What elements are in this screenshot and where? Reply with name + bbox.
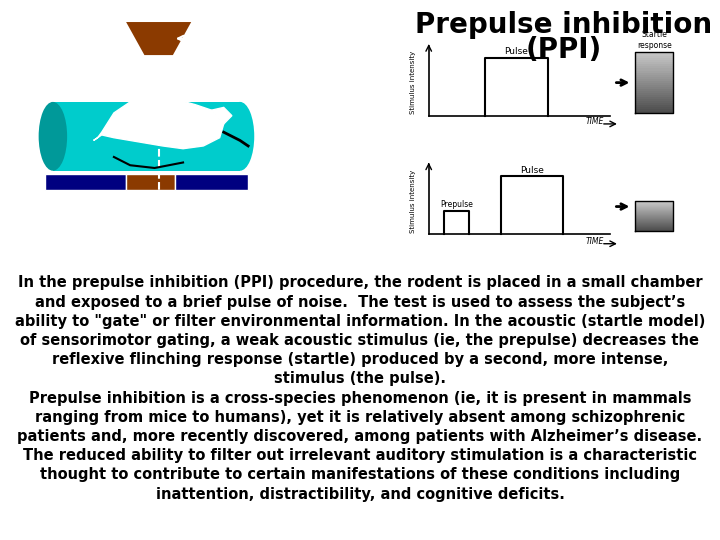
Bar [126, 173, 175, 190]
Bar [636, 52, 673, 55]
Bar [175, 173, 248, 190]
Bar [636, 214, 673, 215]
Bar [636, 77, 673, 79]
Polygon shape [94, 96, 224, 148]
Bar [636, 103, 673, 105]
Text: TIME: TIME [585, 237, 604, 246]
Bar [636, 226, 673, 227]
Bar [636, 204, 673, 205]
Bar [636, 75, 673, 77]
Bar [636, 212, 673, 213]
Bar [636, 79, 673, 80]
Text: Stimulus intensity: Stimulus intensity [410, 170, 416, 233]
Bar [636, 111, 673, 113]
Bar [12, 19, 305, 256]
Bar [636, 94, 673, 97]
Bar [636, 216, 673, 217]
Bar [636, 63, 673, 64]
Bar [636, 211, 673, 212]
Ellipse shape [226, 102, 254, 171]
Bar [636, 220, 673, 221]
Bar [636, 217, 673, 218]
Polygon shape [212, 107, 232, 124]
Bar [636, 60, 673, 63]
Bar [636, 206, 673, 207]
Bar [636, 72, 673, 75]
Bar [636, 101, 673, 103]
Bar [636, 208, 673, 209]
Bar [636, 222, 673, 223]
Text: Startle
response: Startle response [637, 30, 672, 50]
Bar [45, 173, 126, 190]
Bar [636, 223, 673, 224]
Bar [636, 89, 673, 91]
Text: ← Sound
Attenuating
Enclosure: ← Sound Attenuating Enclosure [309, 110, 379, 143]
Bar [636, 227, 673, 228]
Text: In the prepulse inhibition (PPI) procedure, the rodent is placed in a small cham: In the prepulse inhibition (PPI) procedu… [15, 275, 705, 502]
Text: TIME: TIME [585, 117, 604, 126]
Bar [636, 221, 673, 222]
Bar [636, 203, 673, 204]
Text: Pulse: Pulse [520, 166, 544, 175]
Text: Acoustic
(Startle)
Source: Acoustic (Startle) Source [228, 22, 269, 55]
Bar [636, 210, 673, 211]
Text: Stimulus intensity: Stimulus intensity [410, 51, 416, 114]
Bar [636, 91, 673, 93]
Bar [636, 86, 673, 89]
Bar [636, 64, 673, 66]
Bar [636, 69, 673, 71]
Bar [636, 83, 673, 85]
Bar [636, 55, 673, 56]
Bar [636, 207, 673, 208]
Bar [636, 66, 673, 69]
Bar [636, 225, 673, 226]
Bar [636, 219, 673, 220]
Polygon shape [126, 22, 192, 55]
Text: Pulse: Pulse [505, 46, 528, 56]
Bar [636, 109, 673, 111]
Bar [636, 58, 673, 60]
Bar [636, 230, 673, 231]
Bar [636, 105, 673, 107]
Bar [636, 205, 673, 206]
Bar [636, 56, 673, 58]
Bar [636, 93, 673, 94]
Bar [636, 209, 673, 210]
Bar [636, 80, 673, 83]
Bar [636, 71, 673, 72]
Bar [53, 102, 240, 171]
Bar [636, 224, 673, 225]
Bar [636, 107, 673, 109]
Bar [636, 228, 673, 230]
Text: Motion Sensor: Motion Sensor [100, 237, 201, 250]
Text: Prepulse: Prepulse [441, 200, 473, 210]
Text: (PPI): (PPI) [526, 36, 601, 64]
Bar [636, 99, 673, 101]
Bar [636, 215, 673, 216]
Bar [636, 85, 673, 86]
Bar [636, 97, 673, 99]
Bar [636, 201, 673, 202]
Ellipse shape [39, 102, 67, 171]
Bar [636, 213, 673, 214]
Bar [636, 202, 673, 203]
Text: Prepulse inhibition: Prepulse inhibition [415, 11, 712, 39]
Bar [636, 218, 673, 219]
Text: Restraining
Tube: Restraining Tube [14, 46, 91, 75]
